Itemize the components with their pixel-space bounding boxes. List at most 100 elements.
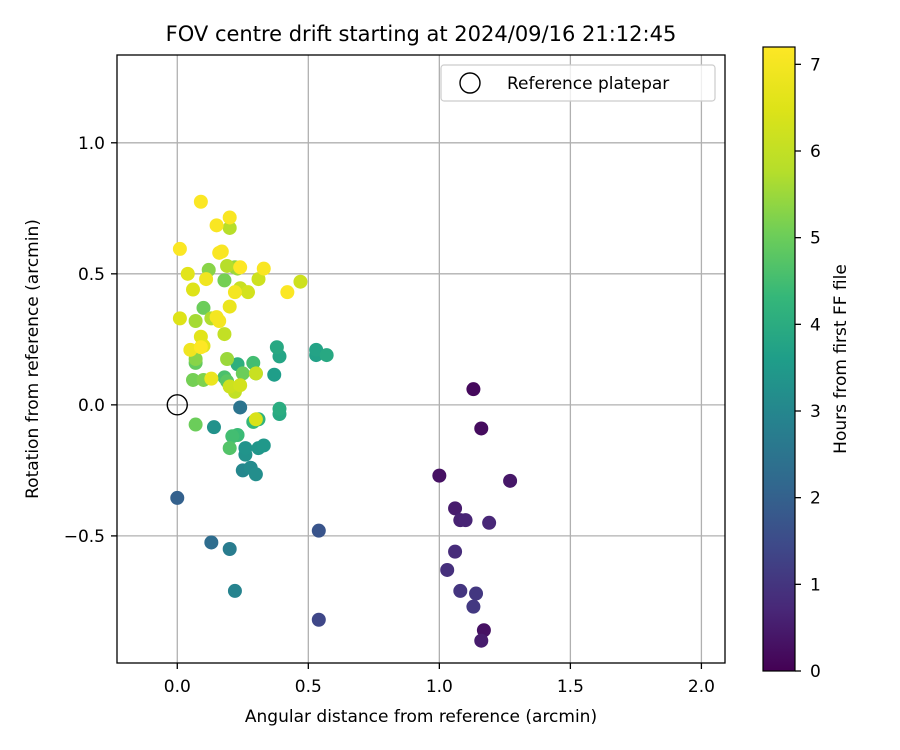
data-point	[256, 261, 271, 276]
data-point	[233, 378, 248, 393]
data-point	[188, 417, 203, 432]
data-point	[222, 210, 237, 225]
colorbar-label: Hours from first FF file	[831, 264, 851, 454]
data-point	[503, 473, 518, 488]
data-point	[248, 366, 263, 381]
colorbar-tick-label: 2	[810, 489, 821, 509]
data-point	[309, 342, 324, 357]
data-point	[193, 340, 208, 355]
data-point	[453, 583, 468, 598]
data-point	[293, 274, 308, 289]
data-point	[280, 285, 295, 300]
data-point	[319, 348, 334, 363]
data-point	[217, 327, 232, 342]
data-point	[256, 438, 271, 453]
data-point	[222, 379, 237, 394]
colorbar-tick-label: 1	[810, 575, 821, 595]
data-point	[204, 371, 219, 386]
data-point	[267, 367, 282, 382]
data-point	[466, 382, 481, 397]
x-tick-label: 2.0	[688, 677, 715, 697]
colorbar-tick-label: 6	[810, 142, 821, 162]
data-point	[432, 468, 447, 483]
data-point	[476, 623, 491, 638]
data-point	[220, 258, 235, 273]
data-point	[440, 562, 455, 577]
data-point	[222, 441, 237, 456]
data-point	[227, 583, 242, 598]
legend: Reference platepar	[440, 64, 716, 102]
data-point	[186, 282, 200, 297]
data-point	[225, 429, 240, 444]
data-point	[183, 342, 198, 357]
data-point	[448, 544, 463, 559]
data-points	[170, 194, 518, 648]
data-point	[248, 467, 263, 482]
colorbar-tick-label: 3	[810, 402, 821, 422]
colorbar-tick-label: 0	[810, 662, 821, 682]
data-point	[204, 535, 219, 550]
data-point	[233, 400, 248, 415]
data-point	[170, 490, 185, 505]
data-point	[188, 314, 203, 328]
plot-frame	[116, 54, 726, 664]
data-point	[214, 244, 229, 259]
data-point	[206, 420, 221, 435]
data-point	[241, 285, 256, 300]
colorbar-gradient	[762, 46, 796, 672]
colorbar-tick-label: 4	[810, 315, 821, 335]
data-point	[466, 599, 481, 614]
data-point	[212, 314, 227, 328]
data-point	[251, 272, 266, 287]
data-point	[222, 542, 237, 556]
axis-ticks: 0.0 0.5 1.0 1.5 2.0 −0.5 0.0 0.5 1.0	[64, 134, 715, 697]
data-point	[272, 401, 287, 416]
data-point	[172, 241, 187, 256]
data-point	[222, 299, 237, 314]
legend-box	[440, 64, 716, 102]
x-tick-label: 0.0	[164, 677, 191, 697]
data-point	[180, 266, 195, 281]
data-point	[311, 612, 326, 627]
legend-reference-marker	[459, 72, 481, 94]
data-point	[222, 220, 237, 235]
reference-platepar-marker	[166, 394, 188, 416]
legend-label: Reference platepar	[507, 74, 669, 94]
data-point	[235, 366, 250, 381]
data-point	[196, 300, 211, 315]
data-point	[220, 352, 235, 366]
data-point	[193, 194, 208, 209]
data-point	[233, 260, 248, 275]
x-tick-label: 0.5	[295, 677, 322, 697]
data-point	[474, 633, 489, 648]
chart-title: FOV centre drift starting at 2024/09/16 …	[166, 22, 677, 46]
y-tick-label: 0.5	[78, 265, 105, 285]
reference-marker-layer	[166, 394, 188, 416]
data-point	[186, 372, 200, 387]
data-point	[172, 311, 187, 326]
data-point	[209, 218, 224, 233]
data-point	[227, 285, 242, 300]
x-tick-label: 1.5	[557, 677, 584, 697]
colorbar: 0 1 2 3 4 5 6 7 Hours from first FF file	[762, 46, 851, 682]
data-point	[248, 412, 263, 427]
colorbar-ticks: 0 1 2 3 4 5 6 7	[795, 55, 821, 682]
y-tick-label: −0.5	[64, 527, 105, 547]
data-point	[474, 421, 489, 436]
data-point	[311, 523, 326, 538]
data-point	[458, 513, 473, 528]
y-axis-label: Rotation from reference (arcmin)	[23, 219, 43, 499]
data-point	[482, 515, 497, 530]
y-tick-label: 1.0	[78, 134, 105, 154]
data-point	[469, 586, 484, 601]
data-point	[448, 501, 463, 516]
data-point	[199, 272, 214, 287]
data-point	[238, 441, 253, 456]
x-tick-label: 1.0	[426, 677, 453, 697]
colorbar-tick-label: 5	[810, 229, 821, 249]
x-axis-label: Angular distance from reference (arcmin)	[245, 707, 597, 727]
data-point	[246, 355, 261, 370]
data-point	[269, 340, 284, 355]
